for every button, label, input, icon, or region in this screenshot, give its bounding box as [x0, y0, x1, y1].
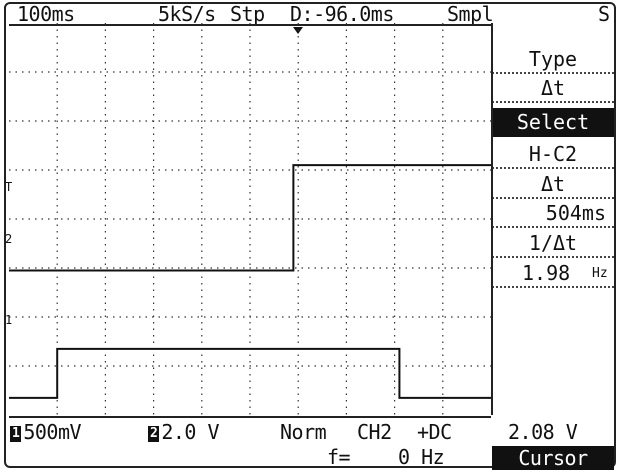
ch1-scale-value: 500mV — [23, 420, 82, 444]
cursor-softkey-button[interactable]: Cursor — [492, 446, 614, 470]
ch1-scale-readout: 1 500mV — [10, 420, 82, 444]
waveform-display — [9, 23, 491, 415]
scope-bezel — [4, 2, 616, 468]
menu-type-label[interactable]: Type — [492, 45, 614, 74]
menu-select-button[interactable]: Select — [492, 108, 614, 137]
ch1-ground-marker: 1 — [5, 313, 13, 327]
trigger-source-readout: CH2 — [357, 420, 392, 444]
trigger-mode-readout: Norm — [280, 420, 327, 444]
frequency-counter-label: f= — [327, 445, 351, 469]
menu-inverse-delta-t-value: 1.98 Hz — [492, 259, 614, 288]
ch2-ground-marker: 2 — [5, 232, 13, 246]
ch2-badge: 2 — [148, 425, 160, 442]
cursor-voltage-readout: 2.08 V — [508, 420, 578, 444]
timebase-readout: 100ms — [17, 2, 75, 26]
delay-readout: D:-96.0ms — [290, 2, 394, 26]
ch2-scale-value: 2.0 V — [161, 420, 220, 444]
status-glyph: S — [598, 2, 610, 26]
status-bar-divider — [9, 24, 491, 26]
acquisition-mode-readout: Smpl — [447, 2, 494, 26]
ch2-scale-readout: 2 2.0 V — [148, 420, 220, 444]
sample-rate-readout: 5kS/s — [158, 2, 216, 26]
menu-inverse-delta-t-label: 1/Δt — [492, 229, 614, 258]
menu-select-value[interactable]: H-C2 — [492, 140, 614, 169]
waveform-graticule — [9, 23, 491, 415]
bottom-bar-divider — [9, 416, 491, 418]
ch2-waveform-trace — [9, 164, 491, 272]
trigger-coupling-readout: +DC — [417, 420, 452, 444]
ch1-waveform-trace — [9, 347, 491, 399]
menu-delta-t-value: 504ms — [492, 199, 614, 228]
menu-divider — [491, 23, 493, 415]
frequency-counter-value: 0 Hz — [398, 445, 445, 469]
run-state-readout: Stp — [230, 2, 265, 26]
menu-delta-t-label: Δt — [492, 170, 614, 199]
trigger-level-marker: T — [5, 180, 13, 194]
frequency-value: 1.98 — [522, 261, 571, 285]
frequency-unit: Hz — [592, 266, 608, 281]
menu-type-value[interactable]: Δt — [492, 74, 614, 103]
ch1-badge: 1 — [10, 425, 22, 442]
